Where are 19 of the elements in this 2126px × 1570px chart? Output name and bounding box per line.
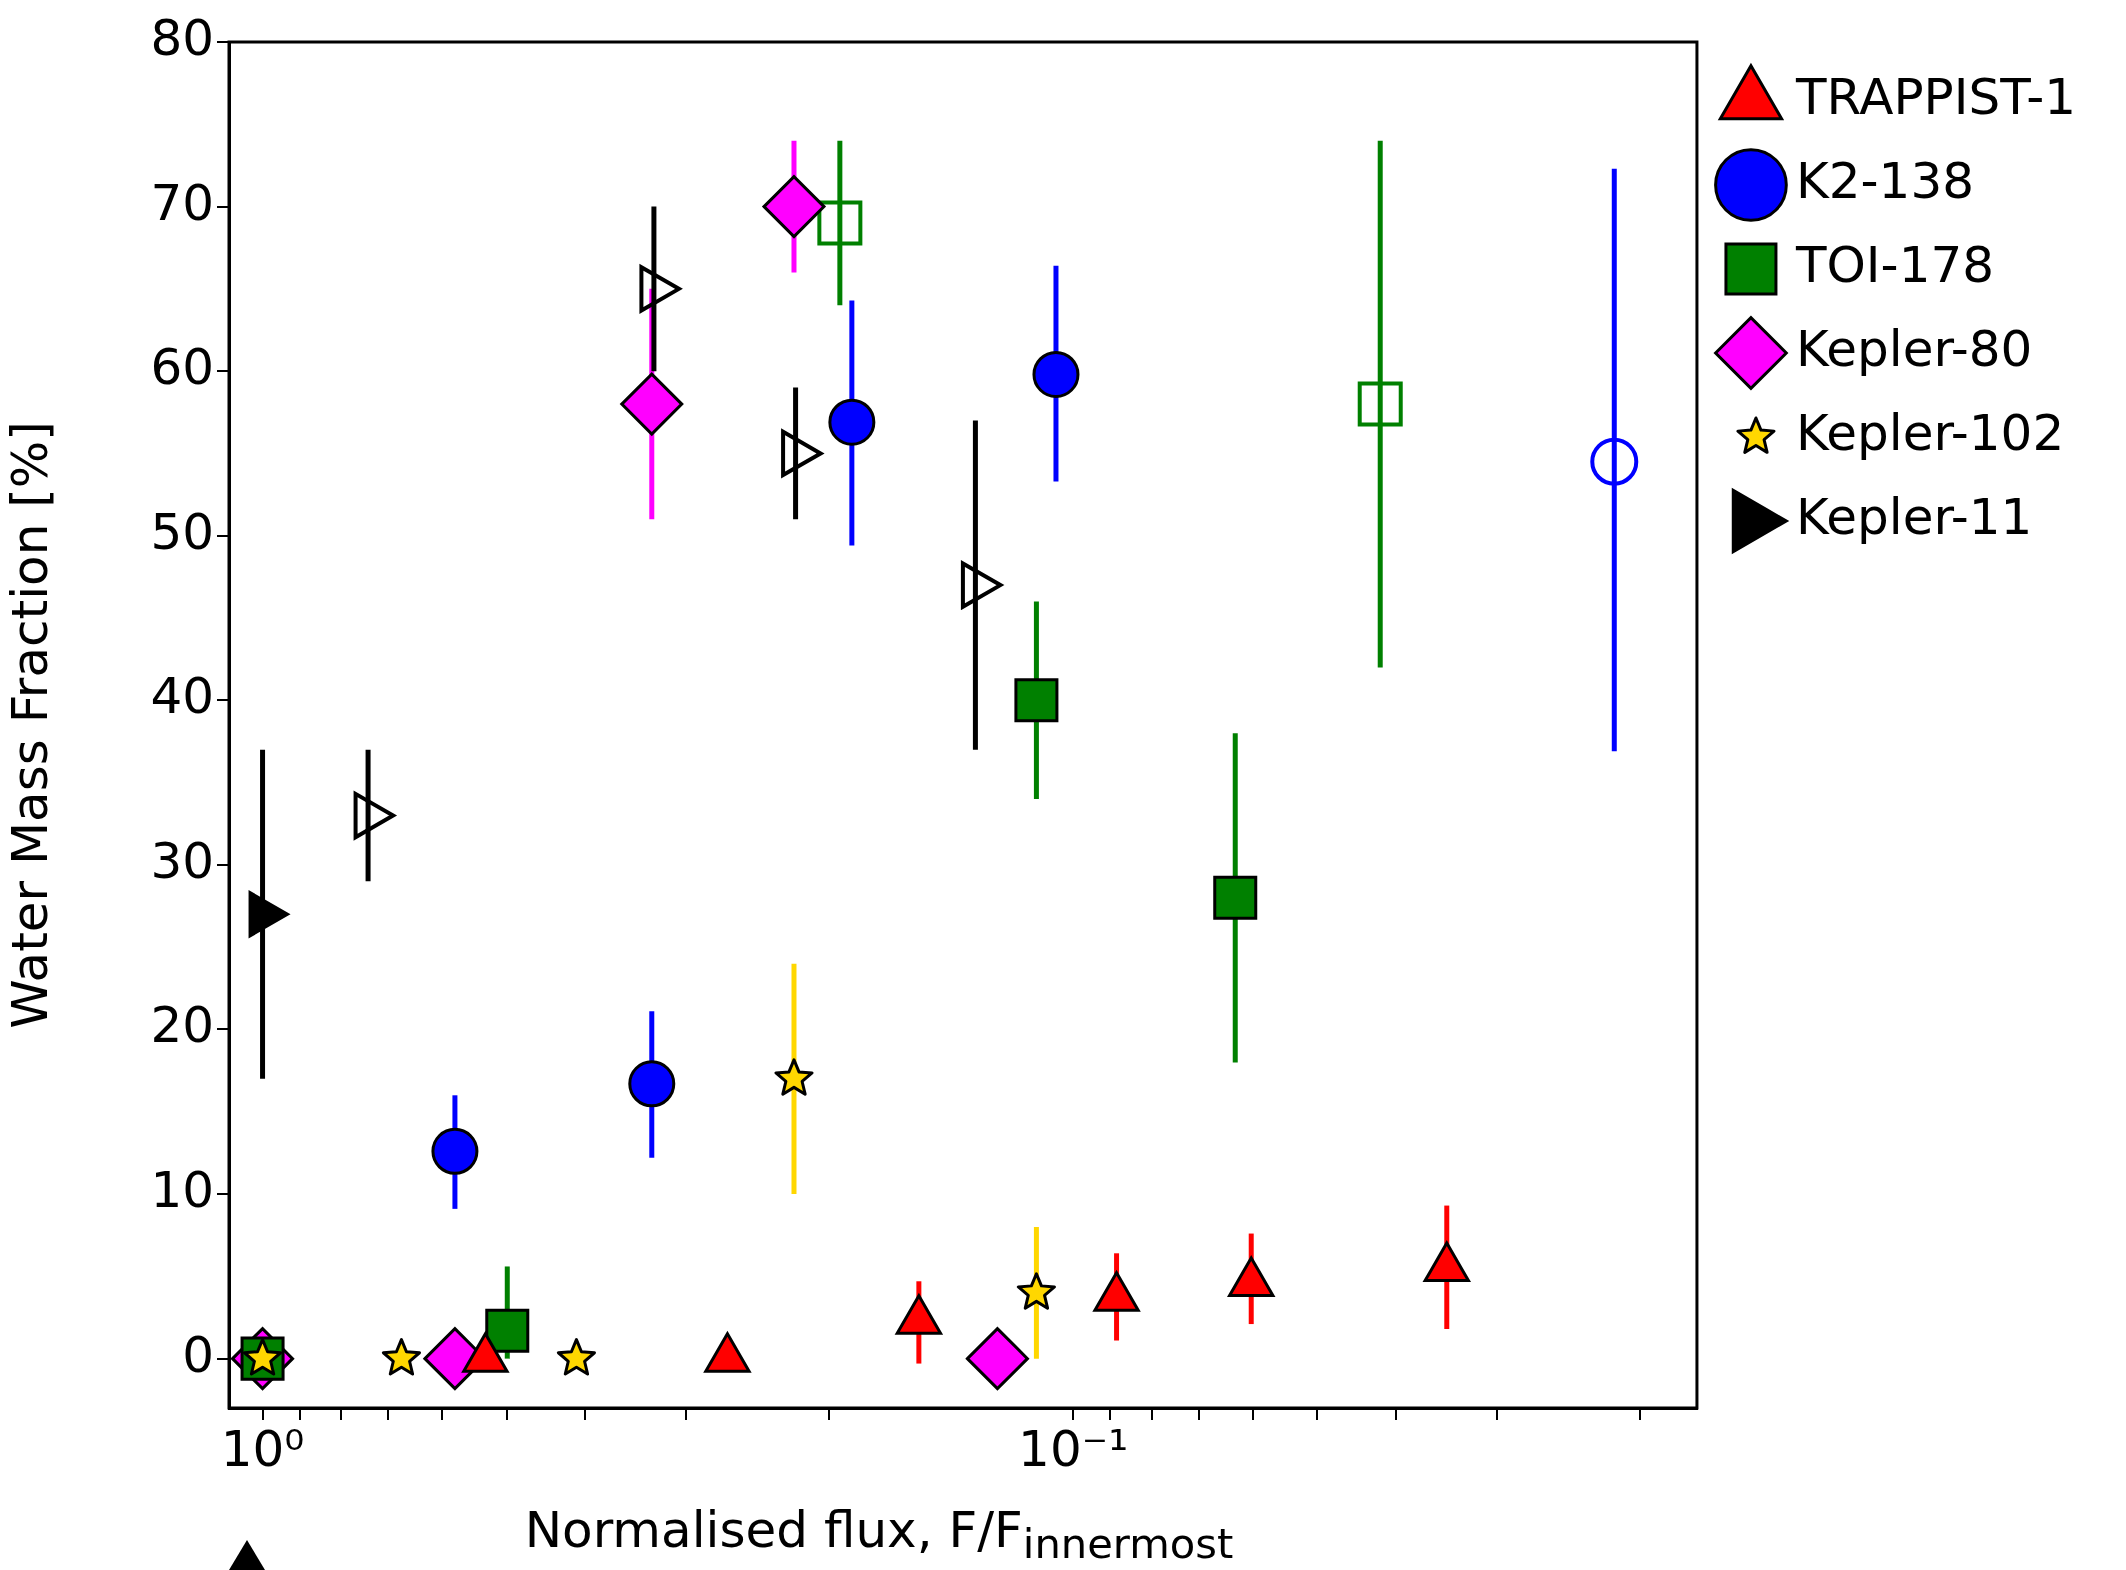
x-tick-label: 10⁰: [220, 1419, 305, 1478]
legend-label: Kepler-80: [1795, 319, 2033, 378]
x-tick-label: 10⁻¹: [1018, 1419, 1129, 1478]
legend-label: Kepler-11: [1795, 487, 2033, 546]
y-tick-label: 50: [150, 502, 214, 561]
y-tick-label: 40: [150, 667, 214, 726]
y-tick-label: 70: [150, 173, 214, 232]
legend-label: Kepler-102: [1795, 403, 2065, 462]
y-tick-label: 30: [150, 831, 214, 890]
y-tick-label: 80: [150, 8, 214, 67]
legend-label: TRAPPIST-1: [1794, 67, 2077, 126]
legend-label: TOI-178: [1794, 235, 1995, 294]
y-tick-label: 60: [150, 338, 214, 397]
y-tick-label: 10: [150, 1161, 214, 1220]
x-axis-title: Normalised flux, F/F$_{innermost}$: [523, 1500, 1235, 1570]
y-tick-label: 20: [150, 996, 214, 1055]
legend-label: K2-138: [1795, 151, 1975, 210]
y-axis-title: Water Mass Fraction [%]: [0, 421, 59, 1029]
y-tick-label: 0: [182, 1325, 214, 1384]
